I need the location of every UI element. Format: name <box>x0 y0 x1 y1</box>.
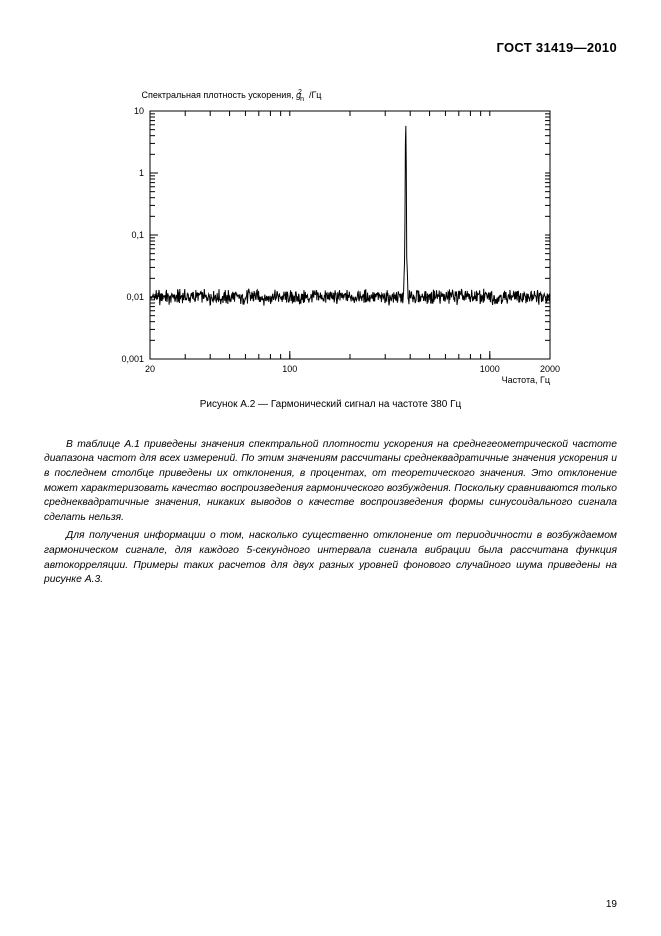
page: ГОСТ 31419—2010 Спектральная плотность у… <box>0 0 661 936</box>
chart-region: Спектральная плотность ускорения, gn2/Гц… <box>96 89 566 410</box>
svg-text:Частота, Гц: Частота, Гц <box>501 375 549 385</box>
svg-text:0,001: 0,001 <box>121 354 144 364</box>
paragraph-2: Для получения информации о том, наскольк… <box>44 529 617 587</box>
svg-text:20: 20 <box>144 364 154 374</box>
body-text: В таблице А.1 приведены значения спектра… <box>44 438 617 588</box>
svg-text:100: 100 <box>282 364 297 374</box>
svg-text:1: 1 <box>138 168 143 178</box>
svg-text:0,1: 0,1 <box>131 230 144 240</box>
chart-caption: Рисунок А.2 — Гармонический сигнал на ча… <box>96 399 566 410</box>
spectral-density-chart: 20 100 1000 2000 0,001 0,01 0,1 1 10 Частота, Гц <box>96 105 566 385</box>
page-number: 19 <box>606 899 617 910</box>
svg-text:1000: 1000 <box>479 364 499 374</box>
svg-text:0,01: 0,01 <box>126 292 144 302</box>
chart-y-axis-title: Спектральная плотность ускорения, gn2/Гц <box>142 89 566 103</box>
document-standard-header: ГОСТ 31419—2010 <box>44 40 617 55</box>
svg-text:10: 10 <box>133 106 143 116</box>
paragraph-1: В таблице А.1 приведены значения спектра… <box>44 438 617 526</box>
svg-text:2000: 2000 <box>539 364 559 374</box>
